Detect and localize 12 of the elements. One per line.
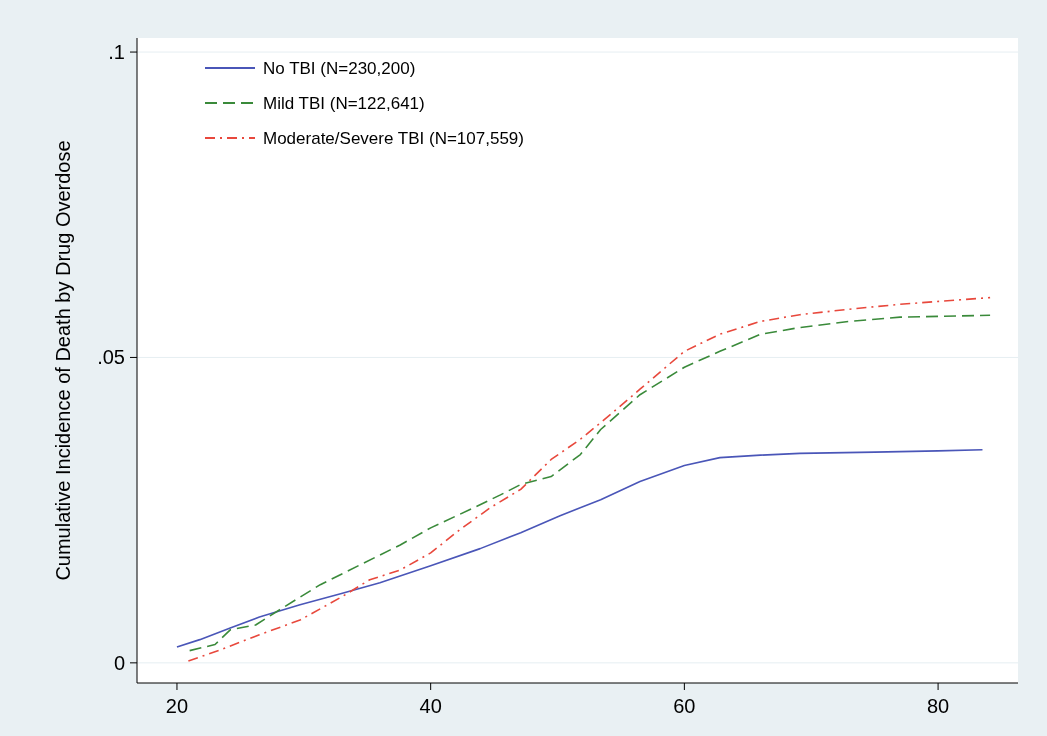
y-tick-label: .05: [97, 346, 125, 369]
x-tick-label: 60: [673, 695, 696, 717]
x-tick-label: 40: [419, 695, 442, 717]
line-series: [176, 448, 984, 648]
y-tick-label: .1: [108, 41, 125, 64]
legend-label: Mild TBI (N=122,641): [263, 93, 425, 113]
y-axis-title: Cumulative Incidence of Death by Drug Overdose: [52, 140, 74, 581]
y-tick-label: 0: [113, 651, 125, 674]
x-tick-label: 80: [926, 695, 950, 717]
legend-label: No TBI (N=230,200): [263, 58, 416, 78]
legend-label: Moderate/Severe TBI (N=107,559): [263, 128, 524, 148]
x-tick-label: 20: [165, 695, 189, 717]
